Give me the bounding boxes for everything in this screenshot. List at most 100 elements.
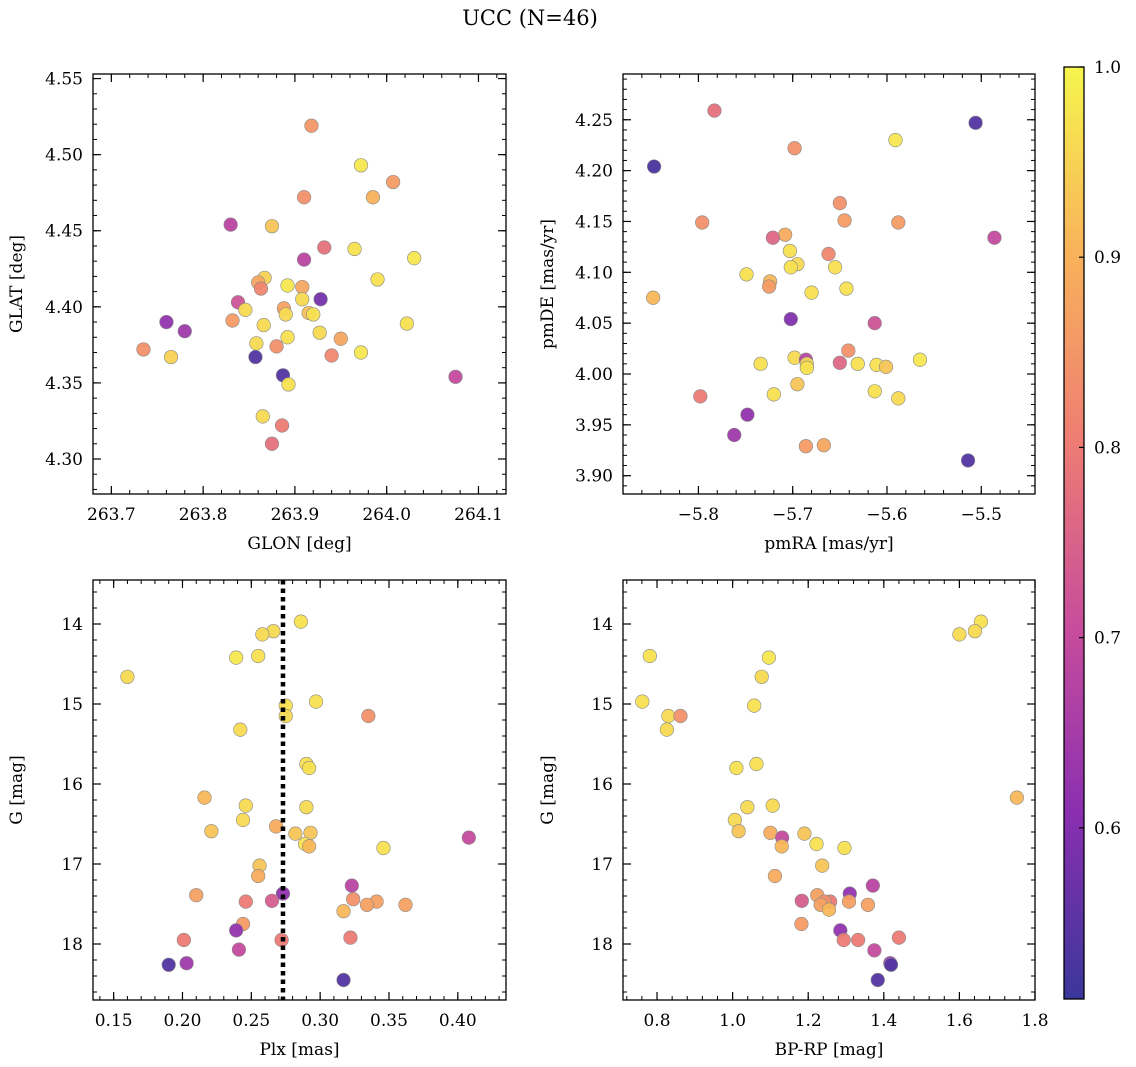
scatter-panel-1: 263.7 263.8 263.9 264.0 264.1 4.30 4.35 4.40 4.4… — [7, 70, 507, 554]
scatter-point — [299, 800, 314, 815]
scatter-point — [673, 708, 688, 724]
scatter-point — [867, 943, 882, 958]
scatter-point — [229, 923, 244, 938]
y-tick-label: 17 — [591, 855, 613, 875]
scatter-point — [264, 219, 280, 234]
scatter-point — [264, 893, 280, 908]
scatter-point — [766, 387, 781, 402]
scatter-point — [176, 932, 191, 948]
scatter-point — [912, 352, 928, 367]
scatter-point — [739, 267, 754, 282]
scatter-point — [837, 213, 852, 228]
scatter-point — [841, 894, 857, 909]
scatter-point — [815, 858, 830, 873]
colorbar-tick-label: 1.0 — [1094, 58, 1121, 78]
y-tick-label: 4.05 — [575, 314, 613, 334]
y-axis-label: G [mag] — [7, 755, 27, 824]
scatter-point — [837, 840, 852, 856]
scatter-point — [399, 316, 414, 331]
scatter-point — [461, 830, 476, 845]
x-tick-label: 0.40 — [439, 1011, 477, 1031]
scatter-point — [304, 118, 319, 133]
scatter-point — [870, 972, 885, 988]
scatter-point — [740, 407, 755, 422]
scatter-point — [762, 279, 777, 294]
scatter-point — [647, 159, 662, 174]
scatter-point — [839, 281, 854, 296]
scatter-point — [891, 930, 907, 945]
scatter-point — [767, 868, 783, 884]
y-axis-label: pmDE [mas/yr] — [538, 219, 558, 349]
scatter-point — [361, 708, 376, 724]
y-tick-label: 15 — [61, 695, 83, 715]
scatter-panel-4: 0.8 1.0 1.2 1.4 1.6 1.8 14 15 16 17 18 BP-RP [mag] G… — [538, 579, 1049, 1060]
scatter-point — [386, 174, 401, 190]
scatter-point — [967, 624, 983, 639]
scatter-point — [238, 894, 253, 909]
y-axis-label: GLAT [deg] — [7, 235, 27, 333]
scatter-point — [251, 648, 266, 664]
scatter-point — [255, 409, 270, 424]
scatter-point — [233, 722, 248, 737]
scatter-point — [376, 840, 391, 856]
scatter-point — [231, 942, 247, 957]
scatter-point — [344, 878, 359, 893]
scatter-panel-3: 0.15 0.20 0.25 0.30 0.35 0.40 14 15 16 17 18 Plx [m… — [7, 579, 507, 1060]
scatter-point — [821, 902, 837, 917]
scatter-point — [778, 227, 793, 242]
scatter-point — [302, 839, 317, 854]
scatter-point — [731, 824, 746, 839]
scatter-point — [865, 878, 880, 893]
scatter-point — [312, 325, 327, 340]
plot-frame — [92, 73, 507, 495]
scatter-point — [317, 240, 332, 255]
scatter-point — [851, 932, 866, 948]
scatter-point — [782, 243, 797, 259]
plot-frame — [622, 579, 1036, 1001]
x-tick-label: 1.6 — [946, 1011, 973, 1031]
x-tick-label: 0.30 — [301, 1011, 339, 1031]
scatter-point — [159, 314, 174, 330]
y-tick-label: 4.00 — [575, 365, 613, 385]
scatter-point — [359, 897, 375, 912]
scatter-point — [347, 241, 362, 257]
scatter-point — [960, 453, 976, 468]
x-tick-label: 1.8 — [1021, 1011, 1048, 1031]
colorbar-gradient — [1063, 66, 1085, 1000]
x-tick-label: 0.15 — [95, 1011, 133, 1031]
scatter-point — [968, 115, 983, 130]
y-tick-label: 4.50 — [45, 146, 83, 166]
scatter-point — [729, 760, 744, 776]
scatter-point — [787, 141, 802, 156]
scatter-point — [353, 158, 369, 173]
x-axis-label: BP-RP [mag] — [775, 1040, 884, 1060]
x-tick-label: −5.8 — [678, 505, 719, 525]
scatter-point — [278, 307, 293, 322]
x-tick-label: 263.7 — [87, 505, 136, 525]
x-tick-label: 0.8 — [643, 1011, 670, 1031]
scatter-point — [281, 377, 296, 392]
scatter-point — [821, 246, 836, 262]
scatter-point — [661, 708, 676, 724]
scatter-point — [695, 215, 710, 230]
x-tick-label: 1.2 — [795, 1011, 822, 1031]
scatter-point — [860, 897, 876, 912]
x-tick-label: 0.25 — [232, 1011, 270, 1031]
scatter-point — [353, 345, 369, 360]
colorbar-tick-label: 0.6 — [1094, 819, 1121, 839]
y-axis-label: G [mag] — [538, 755, 558, 824]
scatter-point — [280, 278, 295, 293]
scatter-point — [308, 694, 324, 709]
x-tick-label: 263.8 — [179, 505, 228, 525]
scatter-point — [249, 336, 264, 351]
x-tick-label: 1.0 — [719, 1011, 746, 1031]
scatter-point — [324, 348, 339, 363]
scatter-point — [783, 311, 798, 327]
scatter-point — [952, 627, 967, 642]
scatter-point — [346, 892, 361, 907]
scatter-point — [693, 389, 708, 404]
y-tick-label: 15 — [591, 695, 613, 715]
scatter-point — [754, 669, 769, 684]
y-tick-label: 16 — [61, 775, 83, 795]
